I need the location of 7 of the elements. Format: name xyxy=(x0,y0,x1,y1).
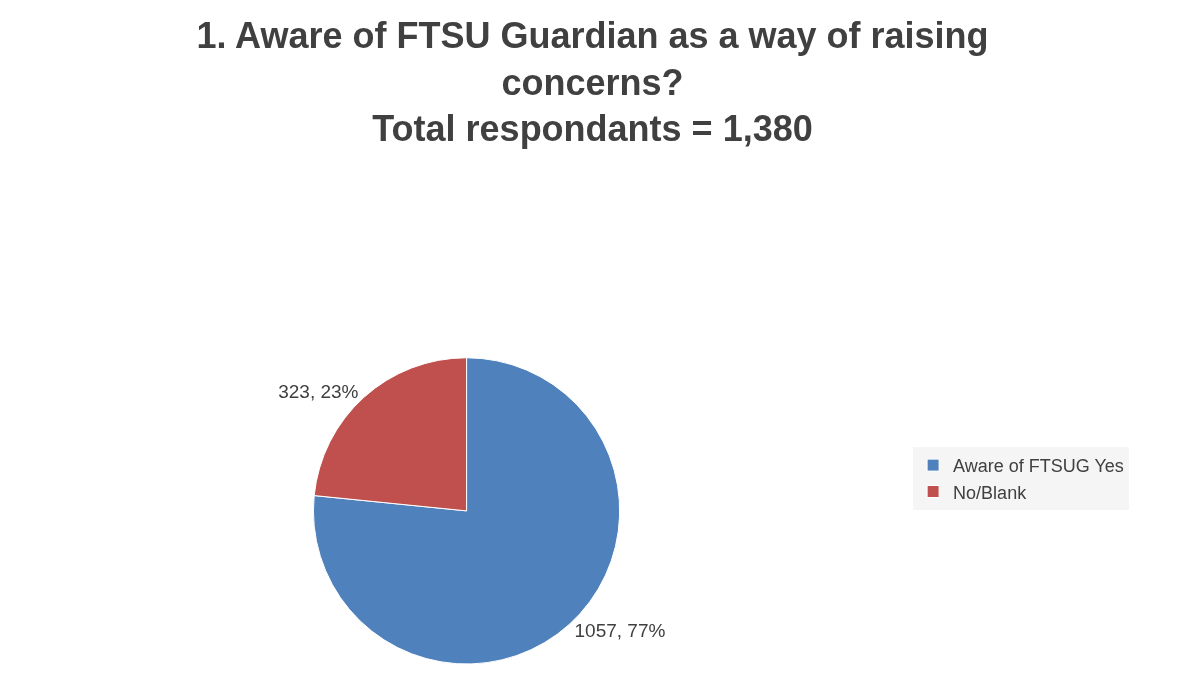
chart-title: 1. Aware of FTSU Guardian as a way of raising concerns? xyxy=(196,14,989,103)
chart-subtitle: Total respondants = 1,380 xyxy=(372,108,813,150)
pie-slice xyxy=(312,357,620,665)
legend-label: Aware of FTSUG Yes xyxy=(953,456,1124,477)
data-label: 1057, 77% xyxy=(574,619,666,641)
data-label: 323, 23% xyxy=(278,381,359,403)
legend-label: No/Blank xyxy=(953,482,1028,503)
